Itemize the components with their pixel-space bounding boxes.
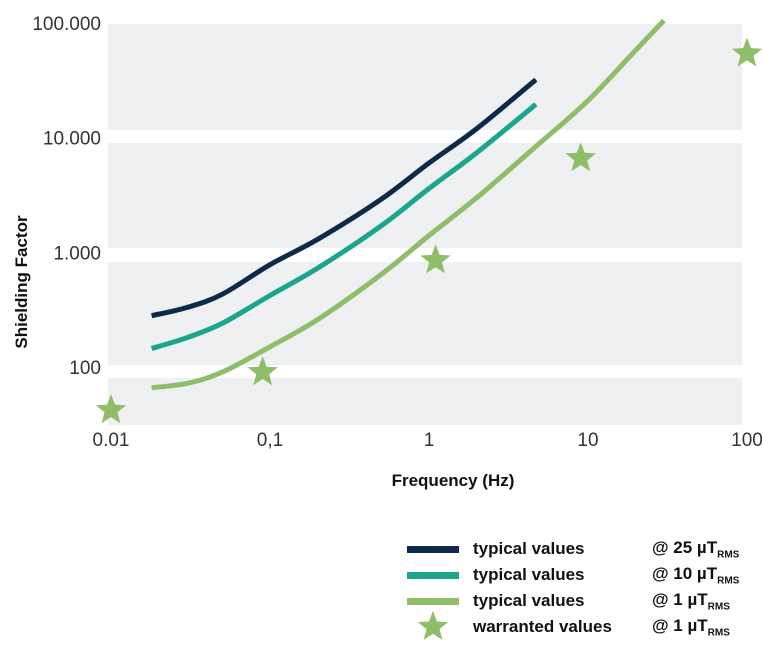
warranted-point-star bbox=[420, 244, 451, 274]
warranted-point-star bbox=[247, 356, 278, 386]
grid-band bbox=[108, 24, 742, 130]
y-tick-label: 1.000 bbox=[53, 243, 101, 264]
x-axis-ticks: 0.01 0,1 1 10 100 bbox=[93, 430, 763, 451]
y-tick-label: 100.000 bbox=[32, 14, 101, 35]
chart: 100 1.000 10.000 100.000 0.01 0,1 1 10 100 Shie… bbox=[12, 14, 763, 490]
x-axis-title: Frequency (Hz) bbox=[392, 471, 515, 490]
x-tick-label: 100 bbox=[731, 430, 763, 451]
legend-label: typical values bbox=[473, 565, 585, 584]
x-tick-label: 10 bbox=[577, 430, 598, 451]
y-axis-ticks: 100 1.000 10.000 100.000 bbox=[32, 14, 101, 379]
legend-line-dark-navy bbox=[407, 545, 459, 553]
legend-line-light-green bbox=[407, 597, 459, 605]
grid-band bbox=[108, 378, 742, 425]
grid-band bbox=[108, 143, 742, 248]
warranted-point-star bbox=[565, 142, 596, 172]
legend-line-teal bbox=[407, 571, 459, 579]
legend-condition: @ 25 µTRMS bbox=[652, 537, 740, 561]
legend-label: typical values bbox=[473, 591, 585, 610]
legend-label: typical values bbox=[473, 539, 585, 558]
series-line-0 bbox=[151, 77, 538, 319]
legend-swatch-warranted bbox=[405, 611, 461, 640]
grid-band bbox=[108, 262, 742, 365]
grid-bands bbox=[108, 24, 742, 425]
y-tick-label: 10.000 bbox=[43, 129, 101, 150]
x-tick-label: 0.01 bbox=[93, 430, 130, 451]
legend-swatch-25ut bbox=[405, 536, 461, 562]
legend-swatch-1ut bbox=[405, 588, 461, 614]
series-line-2 bbox=[151, 18, 666, 391]
series-line-1 bbox=[150, 102, 538, 351]
warranted-point-star bbox=[95, 394, 127, 424]
series-layer bbox=[95, 18, 763, 424]
y-axis-title: Shielding Factor bbox=[12, 215, 31, 349]
star-icon bbox=[417, 611, 449, 640]
legend-swatch-10ut bbox=[405, 562, 461, 588]
x-tick-label: 1 bbox=[424, 430, 435, 451]
warranted-point-star bbox=[731, 37, 763, 67]
legend-condition: @ 10 µTRMS bbox=[652, 563, 740, 587]
legend-label: warranted values bbox=[473, 617, 612, 636]
legend-condition: @ 1 µTRMS bbox=[652, 615, 730, 639]
y-tick-label: 100 bbox=[69, 358, 101, 379]
x-tick-label: 0,1 bbox=[257, 430, 283, 451]
legend-condition: @ 1 µTRMS bbox=[652, 589, 730, 613]
